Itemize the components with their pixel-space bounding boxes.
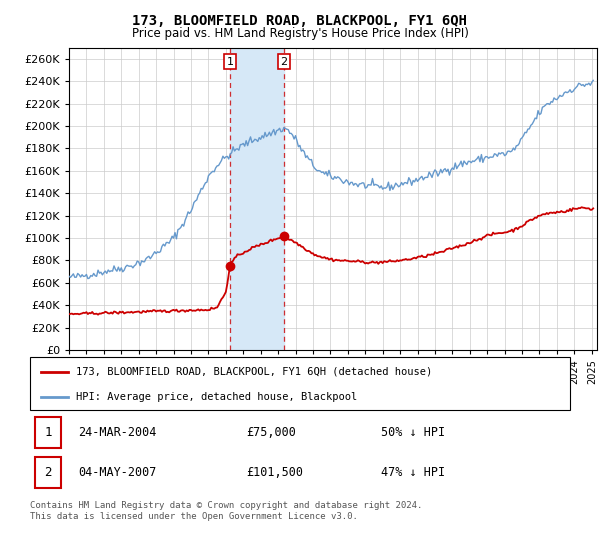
Text: 173, BLOOMFIELD ROAD, BLACKPOOL, FY1 6QH: 173, BLOOMFIELD ROAD, BLACKPOOL, FY1 6QH [133,14,467,28]
Text: £101,500: £101,500 [246,466,303,479]
Text: 1: 1 [226,57,233,67]
Text: 2: 2 [44,466,52,479]
Text: 47% ↓ HPI: 47% ↓ HPI [381,466,445,479]
Text: 04-MAY-2007: 04-MAY-2007 [79,466,157,479]
Text: 2: 2 [280,57,287,67]
Text: 50% ↓ HPI: 50% ↓ HPI [381,426,445,439]
FancyBboxPatch shape [35,417,61,447]
FancyBboxPatch shape [35,458,61,488]
Text: Price paid vs. HM Land Registry's House Price Index (HPI): Price paid vs. HM Land Registry's House … [131,27,469,40]
Text: 1: 1 [44,426,52,439]
Text: HPI: Average price, detached house, Blackpool: HPI: Average price, detached house, Blac… [76,391,357,402]
Text: Contains HM Land Registry data © Crown copyright and database right 2024.
This d: Contains HM Land Registry data © Crown c… [30,501,422,521]
Text: £75,000: £75,000 [246,426,296,439]
FancyBboxPatch shape [30,357,570,410]
Text: 24-MAR-2004: 24-MAR-2004 [79,426,157,439]
Text: 173, BLOOMFIELD ROAD, BLACKPOOL, FY1 6QH (detached house): 173, BLOOMFIELD ROAD, BLACKPOOL, FY1 6QH… [76,367,432,377]
Bar [230,48,284,350]
